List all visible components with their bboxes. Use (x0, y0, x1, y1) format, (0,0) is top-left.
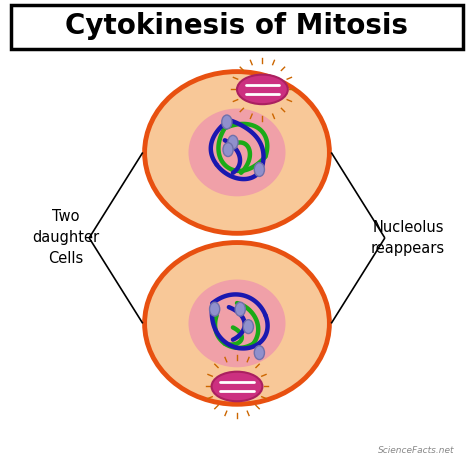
Ellipse shape (243, 320, 254, 334)
Ellipse shape (145, 243, 329, 404)
Ellipse shape (228, 135, 238, 149)
Ellipse shape (235, 302, 246, 316)
Text: Cytokinesis of Mitosis: Cytokinesis of Mitosis (65, 12, 409, 40)
Text: Two
daughter
Cells: Two daughter Cells (33, 209, 100, 267)
Ellipse shape (211, 371, 263, 401)
Ellipse shape (223, 143, 233, 157)
Text: Nucleolus
reappears: Nucleolus reappears (371, 220, 445, 256)
Ellipse shape (189, 280, 285, 367)
Ellipse shape (222, 115, 232, 129)
Ellipse shape (189, 109, 285, 196)
FancyBboxPatch shape (10, 5, 464, 49)
Ellipse shape (254, 346, 264, 359)
Ellipse shape (237, 74, 288, 104)
Ellipse shape (210, 302, 220, 316)
Ellipse shape (145, 72, 329, 233)
Text: ScienceFacts.net: ScienceFacts.net (378, 446, 454, 455)
Ellipse shape (254, 163, 264, 176)
